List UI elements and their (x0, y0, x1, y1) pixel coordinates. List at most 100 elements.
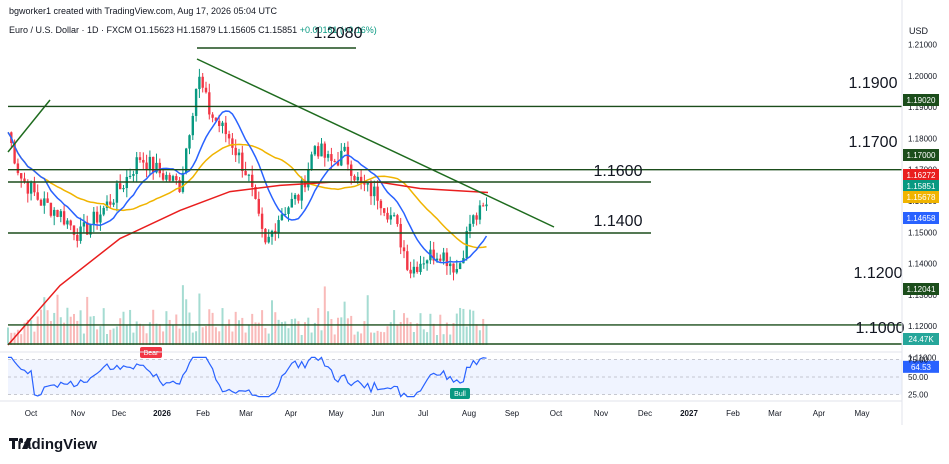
y-tick-label: 1.20000 (908, 72, 937, 81)
candle-body (82, 222, 86, 227)
candle-body (29, 182, 33, 194)
volume-bar (135, 321, 138, 345)
x-tick-label: Mar (768, 409, 782, 418)
candle-body (39, 199, 43, 206)
candle-body (244, 170, 247, 176)
volume-bar (379, 331, 382, 345)
candle-body (59, 211, 62, 217)
candle-body (468, 223, 472, 232)
volume-bar (214, 327, 217, 345)
candle-body (145, 162, 148, 171)
volume-bar (287, 328, 290, 345)
candle-body (148, 156, 152, 171)
candle-body (485, 204, 488, 207)
volume-bar (79, 310, 82, 345)
volume-bar (264, 328, 267, 345)
candle-body (241, 152, 244, 171)
candle-body (119, 183, 122, 190)
volume-bar (254, 322, 257, 345)
candle-body (20, 173, 23, 179)
volume-bar (475, 324, 478, 345)
ascending-trendline (7, 99, 51, 153)
volume-bar (389, 322, 392, 345)
volume-bar (43, 297, 46, 345)
candle-body (135, 157, 138, 175)
candle-body (373, 186, 376, 197)
candle-body (320, 143, 323, 157)
candle-body (297, 194, 300, 201)
x-tick-label: Apr (813, 409, 826, 418)
volume-bar (165, 311, 168, 345)
volume-bar (284, 321, 287, 345)
volume-bar (300, 334, 303, 345)
candle-body (333, 160, 336, 162)
candle-body (439, 258, 442, 261)
volume-bar (53, 312, 56, 345)
volume-bar (439, 314, 442, 345)
candle-body (277, 220, 280, 234)
volume-bar (148, 322, 151, 345)
price-label-text: 1.15851 (907, 182, 936, 191)
candle-body (478, 205, 482, 220)
price-label-text: 1.12041 (907, 285, 936, 294)
candle-body (435, 258, 439, 261)
volume-bar (482, 318, 485, 345)
candle-body (270, 230, 274, 237)
level-label: 1.2080 (314, 25, 363, 42)
candle-body (112, 202, 115, 205)
volume-bar (422, 329, 425, 345)
candle-body (194, 89, 198, 116)
candle-body (165, 174, 168, 180)
price-label-box (903, 94, 939, 106)
volume-bar (396, 324, 399, 345)
candle-body (343, 146, 346, 151)
volume-bar (201, 327, 204, 345)
candle-body (158, 162, 161, 174)
x-tick-label: Oct (550, 409, 563, 418)
x-tick-label: Apr (285, 409, 298, 418)
candle-body (290, 198, 293, 208)
volume-bar (218, 331, 221, 345)
candle-body (293, 194, 297, 199)
candle-body (36, 192, 39, 200)
candle-body (109, 201, 112, 205)
volume-bar (66, 307, 69, 345)
candle-body (53, 209, 56, 216)
candle-body (274, 230, 277, 234)
volume-bar (340, 317, 343, 345)
candle-body (62, 211, 66, 225)
volume-bar (485, 325, 488, 345)
candle-body (211, 114, 214, 118)
candle-body (260, 213, 264, 229)
volume-bar (145, 333, 148, 345)
candle-body (267, 236, 270, 243)
volume-bar (178, 328, 181, 345)
price-label-box (903, 149, 939, 161)
candle-body (138, 157, 142, 160)
x-tick-label: Mar (239, 409, 253, 418)
candle-body (386, 212, 389, 220)
volume-bar (426, 332, 429, 345)
volume-bar (112, 328, 115, 345)
volume-bar (23, 322, 26, 345)
candle-body (142, 159, 145, 163)
tradingview-logo: TradingView (9, 436, 97, 453)
volume-bar (122, 311, 125, 345)
candle-body (175, 176, 178, 181)
candle-body (214, 117, 218, 121)
volume-label-box (903, 333, 939, 345)
candle-body (224, 122, 227, 135)
x-tick-label: Aug (462, 409, 476, 418)
price-label-text: 1.14658 (907, 214, 936, 223)
candle-body (221, 122, 224, 127)
candle-body (231, 138, 234, 148)
volume-bar (106, 334, 108, 345)
volume-bar (247, 324, 250, 345)
volume-bar (191, 332, 194, 345)
volume-bar (419, 313, 422, 345)
volume-bar (442, 334, 445, 345)
ohlc-values: O1.15623 H1.15879 L1.15605 C1.15851 (134, 25, 298, 35)
volume-bar (294, 318, 297, 345)
volume-bar (129, 309, 132, 345)
